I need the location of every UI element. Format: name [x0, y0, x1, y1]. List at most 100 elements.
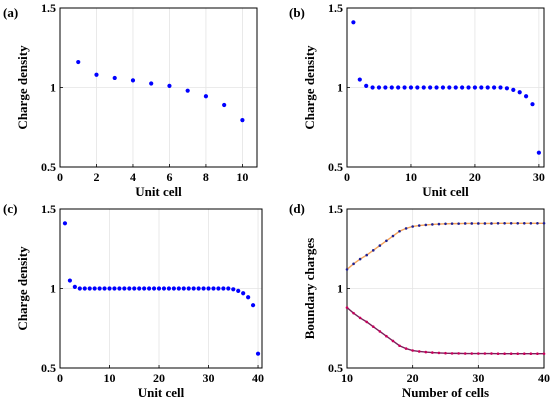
data-point	[132, 286, 137, 291]
data-point	[149, 81, 154, 86]
series-marker-upper	[385, 239, 388, 243]
y-axis-label: Charge density	[15, 246, 30, 331]
x-tick-label: 20	[153, 371, 165, 385]
data-point	[241, 291, 246, 296]
data-point	[479, 85, 484, 90]
data-point	[240, 117, 245, 123]
data-point	[97, 286, 102, 291]
data-point	[396, 85, 401, 90]
panel-b: 0 10 20 30 0.5 1 1.5 Unit cell Charge density (b)	[289, 1, 545, 199]
y-tick-label: 1.5	[328, 202, 343, 216]
x-tick-label: 30	[472, 371, 484, 385]
data-point	[117, 286, 122, 291]
series-marker-lower	[352, 311, 355, 315]
y-tick-label: 1	[50, 81, 56, 95]
x-tick-label: 40	[252, 371, 264, 385]
data-point	[250, 303, 256, 308]
data-point	[415, 85, 420, 90]
x-tick-label: 20	[407, 371, 419, 385]
data-point	[357, 77, 362, 82]
data-point	[246, 295, 251, 300]
data-point	[102, 286, 107, 291]
panel-c: 0 10 20 30 40 0.5 1 1.5 Unit cell Charge density (…	[3, 201, 264, 400]
data-point	[536, 150, 541, 155]
x-tick-label: 6	[166, 170, 172, 184]
series-marker-upper	[352, 262, 355, 266]
x-axis-label: Unit cell	[422, 184, 469, 199]
data-point	[440, 85, 446, 90]
series-marker-lower	[477, 352, 480, 355]
data-point	[72, 284, 77, 290]
data-point	[185, 88, 190, 93]
data-point	[166, 286, 172, 291]
data-point	[530, 102, 535, 107]
series-marker-lower	[490, 352, 493, 355]
series-marker-lower	[398, 344, 401, 348]
data-point	[511, 87, 516, 92]
data-point	[504, 86, 510, 91]
panel-label: (a)	[3, 5, 18, 20]
data-point	[130, 78, 136, 83]
x-axis-label: Unit cell	[138, 385, 185, 400]
series-marker-lower	[431, 351, 434, 354]
series-marker-lower	[470, 352, 474, 355]
data-point	[137, 286, 142, 291]
x-tick-label: 8	[203, 170, 209, 184]
series-marker-lower	[450, 352, 454, 355]
y-axis-label: Charge density	[15, 45, 30, 130]
data-point	[67, 278, 73, 283]
series-marker-upper	[529, 222, 533, 225]
panel-label: (b)	[289, 5, 305, 20]
series-marker-upper	[378, 244, 382, 247]
data-point	[376, 85, 382, 90]
data-point	[485, 85, 490, 90]
series-marker-upper	[523, 222, 526, 225]
series-marker-lower	[371, 325, 375, 328]
data-point	[107, 286, 112, 291]
data-point	[466, 85, 471, 90]
data-point	[221, 286, 226, 291]
data-point	[226, 286, 231, 291]
x-tick-label: 4	[130, 170, 136, 184]
series-marker-upper	[404, 227, 408, 230]
data-point	[370, 85, 375, 90]
series-marker-upper	[424, 223, 428, 227]
x-tick-label: 10	[236, 170, 248, 184]
data-point	[171, 286, 176, 291]
series-marker-upper	[516, 222, 520, 225]
series-marker-lower	[444, 351, 447, 355]
series-marker-lower	[509, 352, 513, 355]
series-marker-lower	[457, 352, 460, 355]
data-point	[383, 85, 388, 90]
data-point	[498, 85, 503, 90]
data-point	[428, 85, 433, 90]
series-marker-upper	[398, 229, 401, 233]
data-point	[364, 83, 369, 89]
y-tick-label: 0.5	[41, 361, 56, 375]
data-point	[434, 85, 439, 90]
data-point	[122, 286, 127, 291]
panel-d: 10 20 30 40 0.5 1 1.5 Number of cells Boundary c…	[289, 201, 550, 400]
series-marker-lower	[411, 349, 414, 352]
x-tick-label: 30	[203, 371, 215, 385]
y-tick-label: 1	[337, 282, 343, 296]
data-point	[222, 102, 227, 108]
series-marker-upper	[503, 222, 506, 225]
series-marker-upper	[444, 222, 447, 226]
x-tick-label: 10	[104, 371, 116, 385]
series-marker-lower	[437, 351, 441, 355]
data-point	[92, 286, 97, 291]
data-point	[147, 286, 152, 291]
data-point	[151, 286, 157, 291]
data-point	[389, 85, 394, 90]
data-point	[161, 286, 167, 291]
series-marker-upper	[365, 253, 369, 257]
data-point	[191, 286, 196, 291]
series-marker-lower	[345, 306, 349, 309]
series-marker-lower	[483, 352, 487, 355]
data-point	[112, 286, 117, 291]
data-point	[408, 85, 414, 90]
series-marker-lower	[385, 334, 388, 338]
data-point	[127, 286, 132, 291]
